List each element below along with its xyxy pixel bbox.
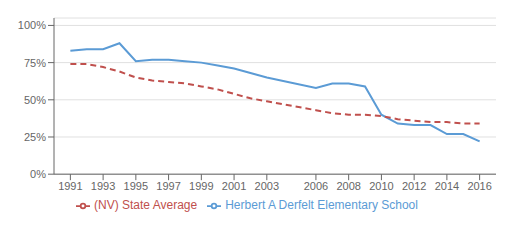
svg-text:75%: 75% [24, 57, 46, 69]
svg-text:2008: 2008 [336, 180, 360, 192]
svg-text:1995: 1995 [124, 180, 148, 192]
svg-text:2006: 2006 [304, 180, 328, 192]
svg-text:2012: 2012 [402, 180, 426, 192]
svg-text:2014: 2014 [435, 180, 459, 192]
html-text:(NV) State Average: (NV) State Average [94, 198, 198, 213]
html-text:Herbert A Derfelt Elementary S: Herbert A Derfelt Elementary School [225, 198, 418, 213]
svg-text:1999: 1999 [189, 180, 213, 192]
svg-text:25%: 25% [24, 131, 46, 143]
svg-text:50%: 50% [24, 94, 46, 106]
svg-text:2016: 2016 [467, 180, 491, 192]
svg-text:100%: 100% [18, 19, 46, 31]
svg-text:2001: 2001 [222, 180, 246, 192]
svg-text:1993: 1993 [91, 180, 115, 192]
svg-text:2003: 2003 [255, 180, 279, 192]
svg-text:2010: 2010 [369, 180, 393, 192]
svg-text:0%: 0% [30, 168, 46, 180]
svg-text:1991: 1991 [58, 180, 82, 192]
svg-text:1997: 1997 [156, 180, 180, 192]
